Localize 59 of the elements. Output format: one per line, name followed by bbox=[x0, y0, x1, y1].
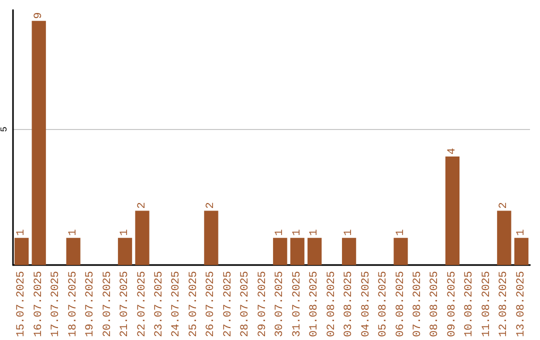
data-label: 1 bbox=[394, 228, 407, 236]
x-tick-label: 08.08.2025 bbox=[429, 270, 442, 338]
x-tick-label: 07.08.2025 bbox=[412, 270, 424, 338]
x-tick-label: 16.07.2025 bbox=[32, 270, 45, 338]
bar bbox=[135, 210, 150, 265]
x-tick-label: 31.07.2025 bbox=[291, 270, 304, 338]
x-tick-label: 28.07.2025 bbox=[240, 270, 252, 338]
x-tick-label: 03.08.2025 bbox=[343, 270, 356, 338]
data-label: 2 bbox=[498, 202, 510, 209]
x-tick-label: 24.07.2025 bbox=[170, 270, 183, 338]
x-tick-label: 10.08.2025 bbox=[464, 270, 476, 338]
data-label: 1 bbox=[274, 228, 286, 236]
x-tick-label: 04.08.2025 bbox=[360, 270, 372, 338]
x-tick-label: 23.07.2025 bbox=[153, 270, 166, 338]
x-tick-label: 21.07.2025 bbox=[119, 270, 132, 338]
x-tick-label: 25.07.2025 bbox=[188, 270, 200, 338]
x-tick-label: 17.07.2025 bbox=[50, 270, 62, 338]
x-tick-label: 30.07.2025 bbox=[274, 270, 286, 338]
x-tick-label: 29.07.2025 bbox=[256, 270, 269, 338]
x-tick-label: 01.08.2025 bbox=[308, 270, 321, 338]
data-label: 1 bbox=[291, 228, 304, 236]
bar bbox=[204, 210, 218, 265]
bar bbox=[32, 20, 46, 265]
x-tick-label: 05.08.2025 bbox=[378, 270, 390, 338]
x-tick-label: 06.08.2025 bbox=[394, 270, 407, 338]
x-tick-label: 12.08.2025 bbox=[498, 270, 510, 338]
bar bbox=[14, 238, 29, 265]
bar bbox=[445, 156, 460, 265]
data-label: 1 bbox=[119, 228, 132, 236]
bar bbox=[290, 238, 304, 265]
x-tick-label: 11.08.2025 bbox=[480, 270, 493, 338]
data-label: 2 bbox=[136, 202, 148, 209]
x-tick-label: 22.07.2025 bbox=[136, 270, 148, 338]
data-label: 1 bbox=[16, 228, 28, 236]
data-label: 1 bbox=[308, 228, 321, 236]
x-tick-label: 27.07.2025 bbox=[222, 270, 234, 338]
x-tick-label: 13.08.2025 bbox=[515, 270, 528, 338]
x-tick-label: 09.08.2025 bbox=[446, 270, 458, 338]
x-tick-label: 19.07.2025 bbox=[84, 270, 97, 338]
bar bbox=[118, 238, 132, 265]
data-label: 2 bbox=[205, 202, 218, 209]
x-tick-label: 26.07.2025 bbox=[205, 270, 218, 338]
data-label: 1 bbox=[343, 228, 356, 236]
x-tick-label: 15.07.2025 bbox=[16, 270, 28, 338]
x-tick-label: 02.08.2025 bbox=[326, 270, 338, 338]
bar bbox=[273, 238, 288, 265]
data-label: 4 bbox=[446, 147, 458, 154]
bar bbox=[394, 238, 408, 265]
bar bbox=[308, 238, 322, 265]
x-tick-label: 18.07.2025 bbox=[67, 270, 80, 338]
bar bbox=[497, 210, 512, 265]
data-label: 9 bbox=[32, 12, 45, 19]
y-tick-label: 5 bbox=[0, 126, 10, 132]
x-tick-label: 20.07.2025 bbox=[102, 270, 114, 338]
data-label: 1 bbox=[515, 228, 528, 236]
bar bbox=[66, 238, 80, 265]
bar bbox=[514, 238, 528, 265]
data-label: 1 bbox=[67, 228, 80, 236]
bar bbox=[342, 238, 356, 265]
